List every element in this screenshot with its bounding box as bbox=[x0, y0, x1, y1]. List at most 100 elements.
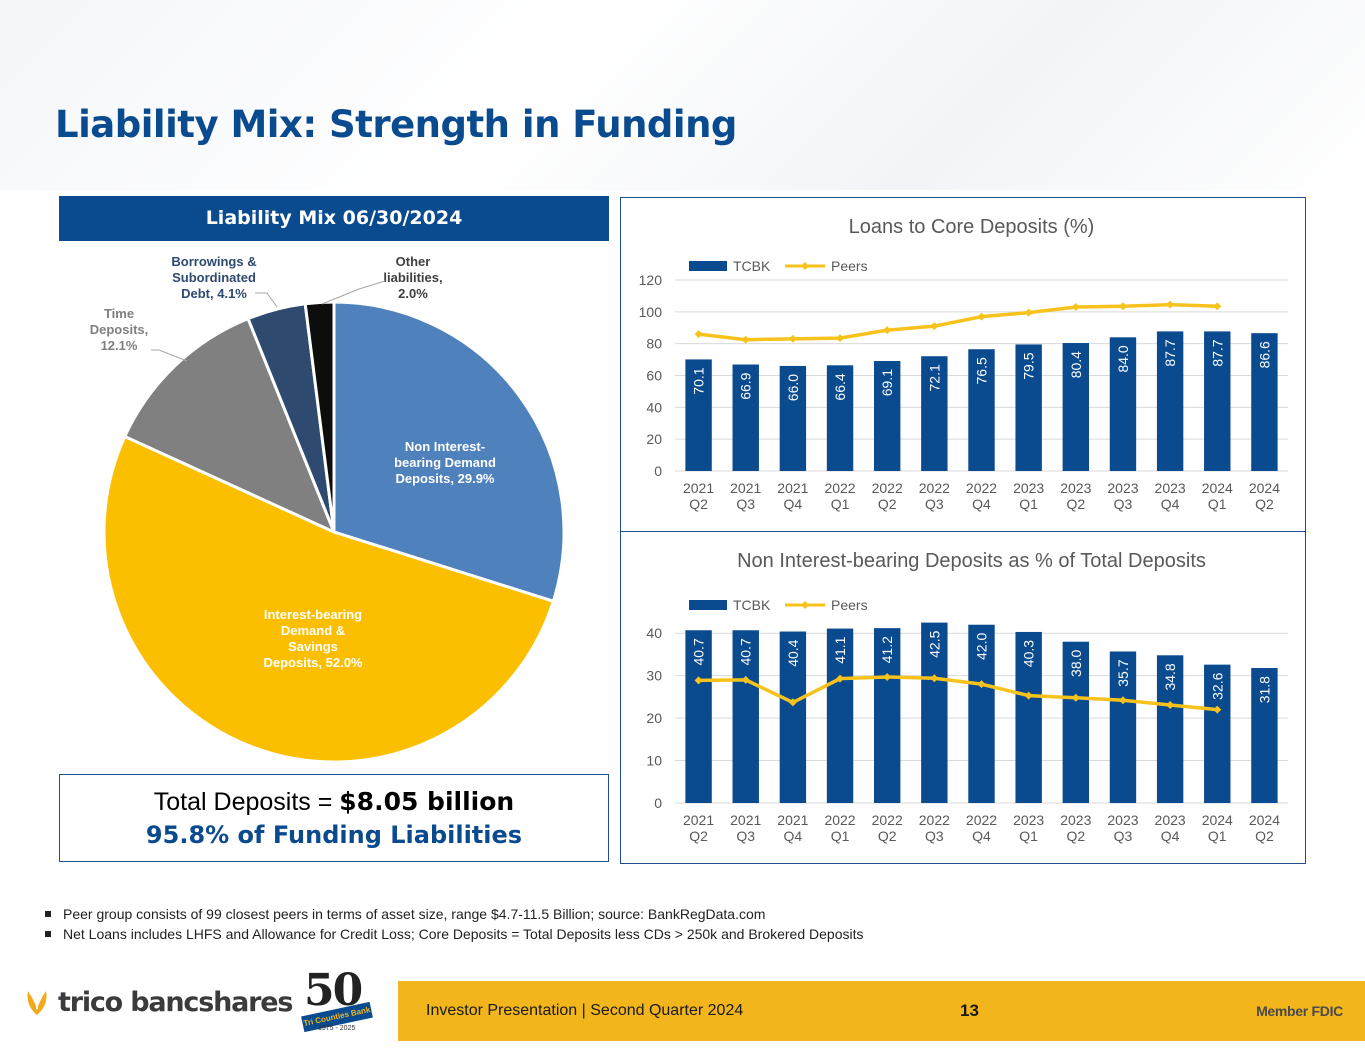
bar-value-label: 66.9 bbox=[738, 372, 754, 399]
x-tick-label-line: 2023 bbox=[1060, 812, 1091, 828]
x-tick-label-line: Q4 bbox=[784, 496, 803, 512]
x-tick-label-line: 2023 bbox=[1107, 812, 1138, 828]
pie-label-line: Deposits, bbox=[90, 322, 149, 337]
footer-presentation-title: Investor Presentation | Second Quarter 2… bbox=[426, 1002, 744, 1019]
x-tick-label: 2022 Q2 bbox=[872, 480, 903, 512]
x-tick-label-line: Q1 bbox=[831, 828, 850, 844]
chart-title: Non Interest-bearing Deposits as % of To… bbox=[737, 550, 1206, 572]
anniversary-years: 1975 - 2025 bbox=[318, 1025, 356, 1032]
pie-label-non-interest-bearing: Non Interest-bearing Demand Deposits, 29.… bbox=[394, 439, 496, 486]
bar-value-label: 70.1 bbox=[691, 367, 707, 394]
x-tick-label-line: 2024 bbox=[1249, 812, 1280, 828]
x-tick-label-line: Q4 bbox=[784, 828, 803, 844]
bar-value-label: 32.6 bbox=[1209, 672, 1225, 699]
bar-value-label: 76.5 bbox=[974, 357, 990, 384]
bar-tcbk bbox=[1204, 664, 1231, 803]
footnote-net-loans: Net Loans includes LHFS and Allowance fo… bbox=[45, 926, 863, 942]
x-tick-label-line: Q4 bbox=[972, 496, 991, 512]
peers-marker bbox=[1118, 696, 1127, 705]
peers-marker bbox=[1213, 705, 1222, 714]
funding-liabilities-share: 95.8% of Funding Liabilities bbox=[145, 821, 523, 849]
pie-label-line: Deposits, 52.0% bbox=[264, 655, 363, 670]
bar-value-label: 79.5 bbox=[1021, 352, 1037, 379]
peers-marker bbox=[694, 330, 703, 339]
footnotes: Peer group consists of 99 closest peers … bbox=[45, 906, 863, 946]
bar-tcbk bbox=[826, 628, 854, 803]
y-tick-label: 0 bbox=[654, 795, 662, 811]
bar-value-label: 34.8 bbox=[1162, 663, 1178, 690]
header-background bbox=[0, 0, 1365, 190]
peers-marker bbox=[1166, 300, 1175, 309]
bar-value-label: 40.7 bbox=[738, 638, 754, 665]
bar-tcbk bbox=[1204, 331, 1231, 471]
x-tick-label-line: 2022 bbox=[872, 812, 903, 828]
x-tick-label-line: 2021 bbox=[683, 812, 714, 828]
x-tick-label-line: Q2 bbox=[1255, 496, 1274, 512]
x-tick-label: 2021 Q3 bbox=[730, 480, 761, 512]
x-tick-label-line: 2022 bbox=[872, 480, 903, 496]
peers-marker bbox=[694, 676, 703, 685]
x-tick-label-line: 2023 bbox=[1107, 480, 1138, 496]
x-tick-label: 2024 Q2 bbox=[1249, 480, 1280, 512]
x-tick-label-line: 2024 bbox=[1202, 812, 1233, 828]
total-deposits-label: Total Deposits = bbox=[153, 788, 340, 816]
bar-value-label: 69.1 bbox=[879, 369, 895, 396]
legend-swatch-tcbk bbox=[689, 261, 727, 271]
x-tick-label-line: 2023 bbox=[1155, 812, 1186, 828]
x-tick-label: 2023 Q2 bbox=[1060, 812, 1091, 844]
pie-slice-other-liabilities bbox=[303, 300, 336, 533]
pie-label-line: Time bbox=[104, 306, 134, 321]
y-tick-label: 80 bbox=[646, 336, 662, 352]
pie-label-time-deposits: Time Deposits, 12.1% bbox=[90, 306, 149, 353]
legend-label-peers: Peers bbox=[831, 258, 868, 274]
bar-tcbk bbox=[1015, 631, 1042, 803]
peers-marker bbox=[741, 335, 750, 344]
x-tick-label-line: 2021 bbox=[777, 480, 808, 496]
x-tick-label-line: Q1 bbox=[1208, 828, 1227, 844]
y-tick-label: 120 bbox=[639, 272, 663, 288]
x-tick-label: 2021 Q2 bbox=[683, 480, 714, 512]
peers-marker bbox=[741, 675, 750, 684]
x-tick-label: 2023 Q3 bbox=[1107, 812, 1138, 844]
bar-value-label: 35.7 bbox=[1115, 659, 1131, 686]
pie-slice-time-deposits bbox=[122, 316, 337, 535]
bar-tcbk bbox=[685, 630, 712, 803]
bar-value-label: 84.0 bbox=[1115, 345, 1131, 372]
peers-marker bbox=[930, 322, 939, 331]
legend-swatch-tcbk bbox=[689, 600, 727, 610]
x-tick-label-line: Q1 bbox=[1019, 496, 1038, 512]
chart-legend: TCBK Peers bbox=[689, 597, 868, 613]
legend-label-tcbk: TCBK bbox=[733, 258, 771, 274]
bar-tcbk bbox=[826, 365, 854, 471]
x-tick-label-line: Q3 bbox=[736, 496, 755, 512]
non-interest-deposits-chart: Non Interest-bearing Deposits as % of To… bbox=[646, 550, 1288, 844]
peers-marker bbox=[788, 334, 797, 343]
legend-marker-peers bbox=[801, 262, 809, 270]
x-tick-label-line: 2023 bbox=[1155, 480, 1186, 496]
member-fdic-label: Member FDIC bbox=[1256, 1003, 1343, 1019]
bar-tcbk bbox=[1156, 331, 1184, 471]
pie-label-line: Subordinated bbox=[172, 270, 256, 285]
pie-slice-interest-bearing bbox=[102, 434, 556, 764]
bar-value-label: 86.6 bbox=[1256, 341, 1272, 368]
bar-tcbk bbox=[968, 624, 995, 803]
y-tick-label: 20 bbox=[646, 710, 662, 726]
x-tick-label: 2023 Q3 bbox=[1107, 480, 1138, 512]
pie-label-line: Interest-bearing bbox=[264, 607, 362, 622]
bar-tcbk bbox=[921, 356, 948, 471]
y-tick-label: 40 bbox=[646, 399, 662, 415]
y-tick-label: 40 bbox=[646, 625, 662, 641]
footer-bar: Investor Presentation | Second Quarter 2… bbox=[398, 981, 1365, 1041]
peers-marker bbox=[977, 680, 986, 689]
bar-tcbk bbox=[1062, 343, 1090, 471]
total-deposits-value: $8.05 billion bbox=[339, 787, 515, 816]
x-tick-label: 2023 Q2 bbox=[1060, 480, 1091, 512]
pie-label-other-liabilities: Other liabilities, 2.0% bbox=[383, 254, 442, 301]
peers-marker bbox=[1166, 700, 1175, 709]
peers-marker bbox=[883, 326, 892, 335]
pie-label-line: Debt, 4.1% bbox=[181, 286, 247, 301]
bar-value-label: 40.4 bbox=[785, 639, 801, 666]
peers-marker bbox=[1118, 302, 1127, 311]
bar-value-label: 42.0 bbox=[974, 633, 990, 660]
peers-marker bbox=[930, 674, 939, 683]
